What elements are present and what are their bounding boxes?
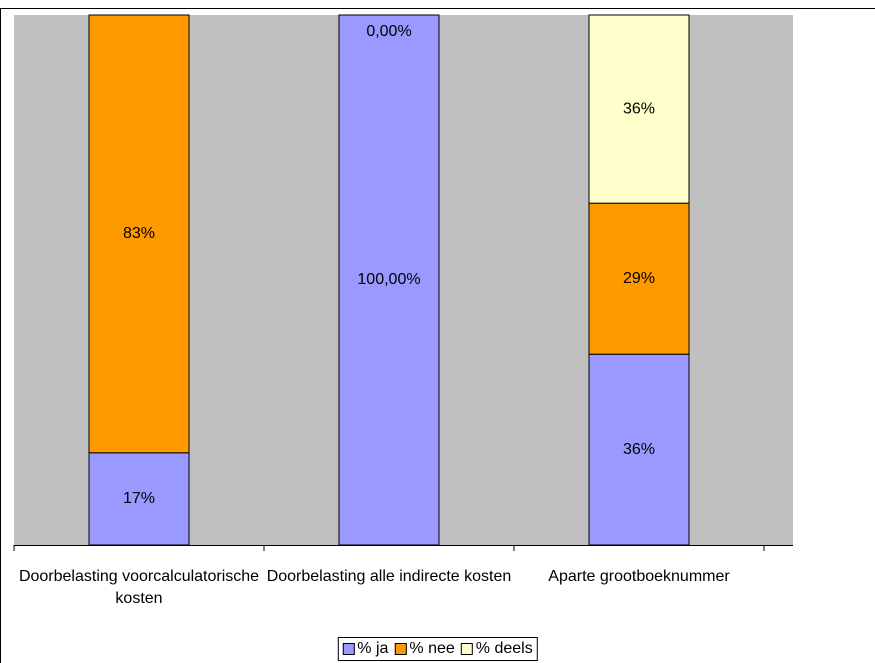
legend-swatch [342, 642, 355, 655]
frame [0, 8, 875, 663]
bar-segment [338, 14, 440, 546]
data-label: 0,00% [366, 23, 411, 40]
legend: % ja % nee % deels [337, 637, 538, 661]
bar-segment [588, 202, 690, 355]
bar-segment [588, 353, 690, 546]
bar-segment [88, 452, 190, 546]
data-label: 83% [123, 225, 155, 242]
legend-swatch [394, 642, 407, 655]
x-tick-label: Doorbelasting voorcalculatorische kosten [18, 568, 260, 607]
legend-item: % deels [460, 640, 533, 658]
bar-segment [88, 14, 190, 454]
legend-label: % nee [409, 640, 455, 657]
legend-label: % ja [357, 640, 389, 657]
legend-item: % nee [394, 640, 455, 658]
data-label: 36% [623, 441, 655, 458]
legend-label: % deels [475, 640, 533, 657]
data-label: 36% [623, 100, 655, 117]
legend-item: % ja [342, 640, 388, 658]
data-label: 100,00% [357, 271, 420, 288]
x-tick-label: Aparte grootboeknummer [548, 568, 730, 585]
data-label: 17% [123, 490, 155, 507]
data-label: 29% [623, 270, 655, 287]
legend-swatch [460, 642, 473, 655]
bar-segment [588, 14, 690, 204]
x-tick-label: Doorbelasting alle indirecte kosten [266, 568, 512, 585]
